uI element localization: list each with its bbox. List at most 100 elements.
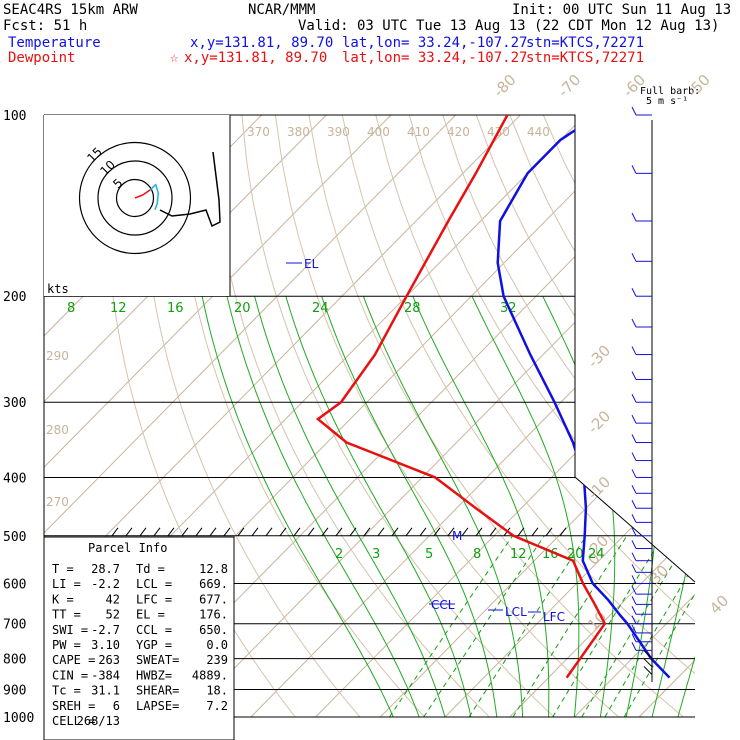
param-value: 31.1 xyxy=(91,684,120,698)
hatch-mark xyxy=(125,527,133,537)
theta-label: 280 xyxy=(46,423,69,437)
param-value: 42 xyxy=(106,592,120,606)
wind-barb-flag xyxy=(631,414,637,424)
dry-adiabat xyxy=(676,115,695,718)
param-name: T = xyxy=(52,562,74,576)
wind-barb xyxy=(643,666,653,675)
dry-adiabat xyxy=(711,115,740,717)
mixing-ratio-label: 3 xyxy=(372,547,380,562)
theta-label: 410 xyxy=(407,125,430,139)
annotation-el: EL xyxy=(304,257,319,271)
hatch-mark xyxy=(307,527,315,537)
wind-barb-flag xyxy=(631,485,637,494)
hatch-mark xyxy=(279,527,287,537)
param-value: 18. xyxy=(206,684,228,698)
barb-key-line2: 5 m s⁻¹ xyxy=(646,96,688,107)
mixing-ratio-label: 12 xyxy=(110,301,127,316)
param-value: -384 xyxy=(91,668,120,682)
mixing-ratio-label: 24 xyxy=(312,301,329,316)
background-grid xyxy=(44,115,740,718)
temperature-legend: Temperature xyxy=(8,35,101,51)
wind-barb-flag xyxy=(631,615,637,624)
theta-label: 400 xyxy=(367,125,390,139)
theta-label: 390 xyxy=(327,125,350,139)
isotherm-label: -80 xyxy=(490,71,520,101)
hodograph-trace-low xyxy=(134,189,151,199)
hodograph-trace-mid xyxy=(149,183,160,211)
center-title: NCAR/MMM xyxy=(248,2,315,18)
wind-barb-flag xyxy=(631,500,637,509)
wind-barb-flag xyxy=(631,624,637,634)
wind-barb-flag xyxy=(631,452,637,461)
param-name: EL = xyxy=(136,608,165,622)
wind-barb-flag xyxy=(631,633,637,643)
param-name: K = xyxy=(52,592,74,606)
isobars xyxy=(43,114,696,740)
wind-barb-flag xyxy=(631,434,637,443)
moist-adiabat xyxy=(704,296,740,717)
param-value: 4889. xyxy=(192,668,228,682)
param-name: SREH = xyxy=(52,699,95,713)
wind-barb-flag xyxy=(631,585,637,595)
param-value: 176. xyxy=(199,608,228,622)
param-name: SWEAT= xyxy=(136,653,179,667)
hodograph-ring xyxy=(97,160,173,236)
param-name: SHEAR= xyxy=(136,684,179,698)
param-value: 268/13 xyxy=(77,714,120,728)
temperature-latlon: lat,lon= 33.24,-107.27 xyxy=(342,35,527,51)
hatch-mark xyxy=(265,527,273,537)
wind-barb-flag xyxy=(631,540,637,549)
isotherm-line xyxy=(44,115,521,718)
theta-label: 370 xyxy=(247,125,270,139)
param-value: 0.0 xyxy=(206,638,228,652)
hatch-mark xyxy=(153,527,161,537)
isotherm-label: -10 xyxy=(584,473,614,503)
isotherm-line xyxy=(638,115,695,718)
hatch-mark xyxy=(167,527,175,537)
annotation-ccl: CCL xyxy=(431,598,455,612)
hatch-mark xyxy=(209,527,217,537)
param-name: CELL = xyxy=(52,714,95,728)
wind-barb-flag xyxy=(631,165,637,174)
theta-label: 270 xyxy=(46,495,69,509)
param-name: Td = xyxy=(136,562,165,576)
hatch-mark xyxy=(433,527,441,537)
param-name: Tc = xyxy=(52,684,81,698)
mixing-ratio-line xyxy=(512,535,628,718)
param-value: 3.10 xyxy=(91,638,120,652)
mixing-ratio-label: 2 xyxy=(335,547,343,562)
dry-adiabat xyxy=(140,115,361,718)
theta-label: 420 xyxy=(447,125,470,139)
mixing-ratio-label: 16 xyxy=(167,301,184,316)
param-name: LI = xyxy=(52,577,81,591)
mixing-ratio-label: 20 xyxy=(567,547,584,562)
parcel-info-table: Parcel Info T = 28.7 Td = 12.8 LI = -2.2 LCL = 6… xyxy=(43,536,235,740)
pressure-label: 200 xyxy=(3,290,26,305)
hatch-mark xyxy=(545,527,553,537)
isotherm-line xyxy=(250,115,695,718)
parcel-info-box xyxy=(43,536,235,740)
wind-barb-flag xyxy=(631,371,637,380)
hatch-mark xyxy=(111,527,119,537)
isotherm-line xyxy=(704,115,740,717)
wind-barb-flag xyxy=(631,606,637,615)
wind-barbs xyxy=(631,106,653,682)
isotherm-line xyxy=(44,115,392,718)
param-name: SWI = xyxy=(52,623,88,637)
wind-barb-flag xyxy=(631,575,637,584)
hatch-mark xyxy=(223,527,231,537)
temperature-xy: x,y=131.81, 89.70 xyxy=(190,35,333,51)
sounding-profiles xyxy=(315,115,671,679)
param-value: 239 xyxy=(206,653,228,667)
hatch-mark xyxy=(321,527,329,537)
pressure-label: 900 xyxy=(3,683,26,698)
moist-adiabat xyxy=(254,296,446,718)
moist-adiabat xyxy=(651,296,695,718)
hatch-mark xyxy=(489,527,497,537)
wind-barb-flag xyxy=(631,469,637,478)
param-value: 677. xyxy=(199,592,228,606)
dry-adiabat xyxy=(375,115,695,718)
wind-barb-flag xyxy=(631,346,637,355)
mixing-ratio-label: 5 xyxy=(425,547,433,562)
